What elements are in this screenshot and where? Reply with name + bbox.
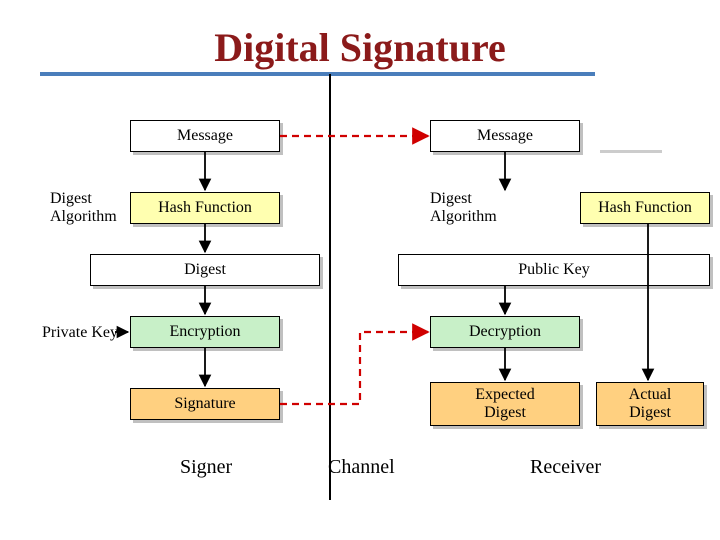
title-underline-blue (40, 72, 595, 76)
box-digest_l: Digest (90, 254, 320, 286)
box-message_l: Message (130, 120, 280, 152)
box-publickey: Public Key (398, 254, 710, 286)
label-digest_algo_r: DigestAlgorithm (430, 190, 497, 227)
page-title: Digital Signature (0, 24, 720, 71)
label-digest_algo_l: DigestAlgorithm (50, 190, 117, 227)
label-channel: Channel (328, 456, 395, 479)
label-private_key: Private Key (42, 324, 118, 342)
box-encryption: Encryption (130, 316, 280, 348)
title-text: Digital Signature (214, 24, 506, 71)
title-underline-grey (600, 150, 662, 153)
box-hashfn_l: Hash Function (130, 192, 280, 224)
label-receiver: Receiver (530, 456, 601, 479)
label-signer: Signer (180, 456, 232, 479)
box-hashfn_r: Hash Function (580, 192, 710, 224)
box-expected: ExpectedDigest (430, 382, 580, 426)
box-actual: ActualDigest (596, 382, 704, 426)
box-signature: Signature (130, 388, 280, 420)
box-message_r: Message (430, 120, 580, 152)
box-decryption: Decryption (430, 316, 580, 348)
